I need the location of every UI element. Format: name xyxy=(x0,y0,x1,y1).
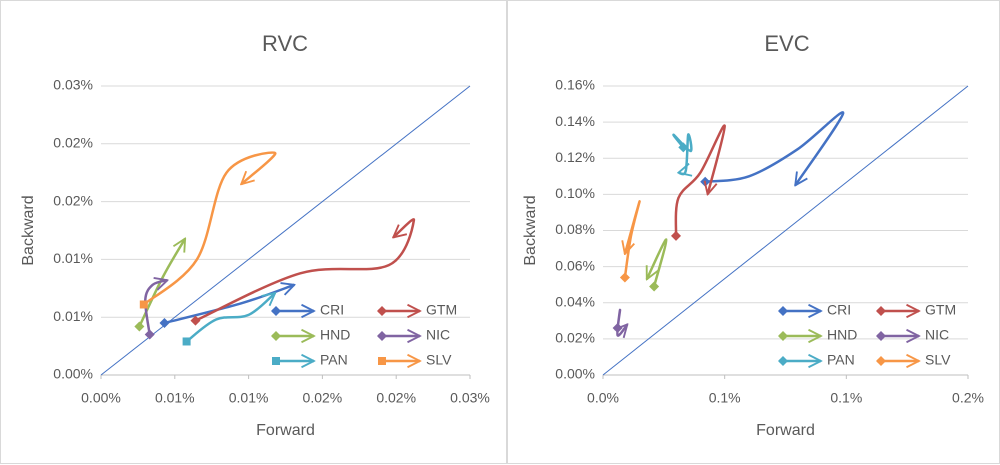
series-line xyxy=(194,218,416,322)
y-tick-label: 0.14% xyxy=(555,113,595,129)
series-line xyxy=(617,308,627,336)
legend-label: PAN xyxy=(320,352,348,368)
legend-label: NIC xyxy=(925,327,949,343)
point-marker xyxy=(612,323,623,334)
series-line xyxy=(625,200,641,278)
y-tick-label: 0.08% xyxy=(555,221,595,237)
y-tick-label: 0.06% xyxy=(555,257,595,273)
point-marker xyxy=(678,142,689,153)
point-marker xyxy=(671,230,681,241)
point-marker xyxy=(619,272,630,283)
series-line xyxy=(705,111,845,185)
y-tick-label: 0.02% xyxy=(53,192,93,208)
point-marker xyxy=(649,281,660,292)
legend-label: SLV xyxy=(925,352,951,368)
legend-label: NIC xyxy=(426,327,450,343)
series-line xyxy=(142,151,277,306)
series-line xyxy=(185,293,276,343)
legend-label: GTM xyxy=(925,302,956,318)
y-tick-label: 0.16% xyxy=(555,77,595,93)
point-marker xyxy=(134,321,145,332)
legend-marker xyxy=(778,356,788,366)
series-line xyxy=(645,238,668,287)
point-marker xyxy=(159,317,170,328)
series-line xyxy=(164,285,294,325)
legend-label: SLV xyxy=(426,352,452,368)
legend-marker xyxy=(272,357,280,365)
y-axis-label: Backward xyxy=(522,195,539,265)
point-marker xyxy=(139,300,148,309)
x-tick-label: 0.02% xyxy=(376,390,416,406)
legend-marker xyxy=(378,357,386,365)
y-tick-label: 0.12% xyxy=(555,149,595,165)
y-axis-label: Backward xyxy=(20,195,37,265)
legend-marker xyxy=(377,306,387,316)
point-marker xyxy=(182,337,191,346)
legend-label: PAN xyxy=(827,352,855,368)
panel-frame xyxy=(507,0,1000,464)
legend-label: GTM xyxy=(426,302,457,318)
legend-label: HND xyxy=(320,327,350,343)
legend-marker xyxy=(876,306,886,316)
legend-marker xyxy=(271,306,281,316)
legend-marker xyxy=(778,306,788,316)
y-tick-label: 0.00% xyxy=(555,366,595,382)
legend-marker xyxy=(876,356,886,366)
x-tick-label: 0.01% xyxy=(155,390,195,406)
legend-label: CRI xyxy=(320,302,344,318)
panel-frame xyxy=(0,0,507,464)
y-tick-label: 0.01% xyxy=(53,250,93,266)
x-tick-label: 0.03% xyxy=(450,390,490,406)
reference-line xyxy=(100,85,471,376)
reference-line xyxy=(602,85,969,376)
x-tick-label: 0.1% xyxy=(830,390,862,406)
legend-marker xyxy=(876,331,886,341)
y-tick-label: 0.02% xyxy=(555,330,595,346)
y-tick-label: 0.02% xyxy=(53,135,93,151)
series-line xyxy=(672,133,693,174)
x-tick-label: 0.1% xyxy=(709,390,741,406)
point-marker xyxy=(190,315,201,326)
x-axis-label: Forward xyxy=(756,422,815,439)
y-tick-label: 0.01% xyxy=(53,308,93,324)
x-axis-label: Forward xyxy=(256,422,315,439)
legend-marker xyxy=(778,331,788,341)
legend-label: HND xyxy=(827,327,857,343)
point-marker xyxy=(144,329,155,340)
x-tick-label: 0.0% xyxy=(587,390,619,406)
chart-title: EVC xyxy=(764,31,809,56)
chart-title: RVC xyxy=(262,31,308,56)
x-tick-label: 0.2% xyxy=(952,390,984,406)
y-tick-label: 0.00% xyxy=(53,366,93,382)
y-tick-label: 0.03% xyxy=(53,77,93,93)
legend-marker xyxy=(377,331,387,341)
y-tick-label: 0.04% xyxy=(555,293,595,309)
x-tick-label: 0.00% xyxy=(81,390,121,406)
y-tick-label: 0.10% xyxy=(555,185,595,201)
series-line xyxy=(138,239,187,327)
legend-label: CRI xyxy=(827,302,851,318)
series-line xyxy=(674,124,726,236)
legend-marker xyxy=(271,331,281,341)
x-tick-label: 0.02% xyxy=(303,390,343,406)
x-tick-label: 0.01% xyxy=(229,390,269,406)
series-line xyxy=(144,280,167,335)
